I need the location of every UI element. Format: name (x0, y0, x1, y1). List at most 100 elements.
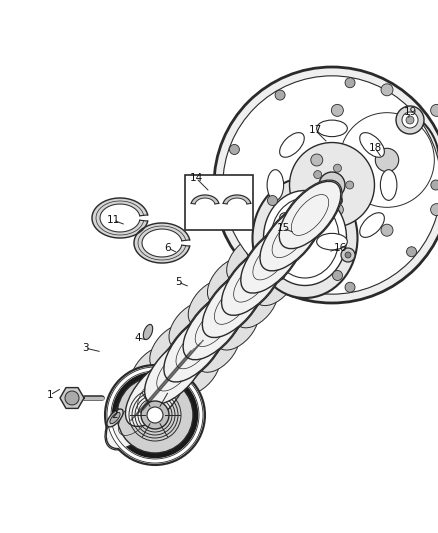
Ellipse shape (317, 120, 347, 136)
Ellipse shape (188, 280, 232, 327)
Ellipse shape (273, 237, 317, 284)
Text: 1: 1 (47, 390, 53, 400)
Circle shape (230, 215, 240, 225)
Circle shape (381, 84, 393, 96)
Circle shape (333, 164, 342, 172)
Circle shape (275, 270, 285, 280)
Ellipse shape (290, 142, 374, 228)
Ellipse shape (106, 381, 168, 449)
Ellipse shape (360, 133, 385, 157)
Circle shape (346, 181, 354, 189)
Ellipse shape (117, 377, 193, 453)
Ellipse shape (215, 303, 259, 350)
Ellipse shape (278, 180, 342, 250)
Ellipse shape (138, 392, 182, 439)
Ellipse shape (360, 213, 385, 237)
Ellipse shape (222, 248, 283, 316)
Circle shape (333, 198, 342, 206)
Ellipse shape (235, 281, 278, 328)
Text: 6: 6 (165, 243, 171, 253)
Ellipse shape (125, 359, 187, 426)
Circle shape (381, 224, 393, 236)
Ellipse shape (162, 313, 227, 383)
Ellipse shape (271, 198, 339, 278)
Ellipse shape (264, 190, 346, 286)
Ellipse shape (279, 213, 304, 237)
Ellipse shape (141, 401, 169, 429)
Ellipse shape (340, 112, 434, 207)
Ellipse shape (105, 380, 169, 450)
Ellipse shape (201, 269, 265, 339)
Ellipse shape (226, 236, 270, 282)
Ellipse shape (183, 293, 245, 360)
Ellipse shape (143, 336, 208, 406)
Ellipse shape (150, 325, 193, 371)
Circle shape (431, 180, 438, 190)
Ellipse shape (267, 169, 284, 200)
Ellipse shape (145, 337, 206, 404)
Circle shape (314, 171, 321, 179)
Ellipse shape (317, 233, 347, 250)
Circle shape (345, 282, 355, 292)
Ellipse shape (105, 365, 205, 465)
Ellipse shape (223, 76, 438, 294)
Circle shape (345, 78, 355, 88)
Ellipse shape (292, 215, 336, 261)
Ellipse shape (259, 202, 323, 272)
Circle shape (332, 204, 343, 216)
Ellipse shape (196, 326, 240, 372)
Circle shape (396, 106, 424, 134)
Polygon shape (60, 387, 84, 408)
Circle shape (406, 113, 417, 123)
Polygon shape (134, 223, 190, 263)
Ellipse shape (124, 358, 188, 428)
Ellipse shape (177, 348, 220, 394)
Circle shape (268, 270, 278, 280)
Ellipse shape (214, 67, 438, 303)
Bar (185, 175, 253, 230)
Circle shape (406, 247, 417, 257)
Ellipse shape (164, 314, 226, 382)
Ellipse shape (319, 172, 345, 198)
Circle shape (402, 112, 418, 128)
Circle shape (431, 104, 438, 116)
Ellipse shape (202, 270, 264, 337)
Ellipse shape (107, 409, 123, 427)
Ellipse shape (265, 191, 308, 238)
Ellipse shape (131, 346, 174, 393)
Circle shape (268, 196, 278, 206)
Text: 16: 16 (333, 243, 346, 253)
Text: 4: 4 (135, 333, 141, 343)
Text: 3: 3 (82, 343, 88, 353)
Ellipse shape (169, 302, 212, 349)
Text: 17: 17 (308, 125, 321, 135)
Polygon shape (92, 198, 148, 238)
Ellipse shape (111, 369, 155, 415)
Ellipse shape (380, 169, 397, 200)
Circle shape (332, 104, 343, 116)
Circle shape (332, 270, 343, 280)
Polygon shape (223, 195, 251, 204)
Ellipse shape (143, 325, 153, 340)
Text: 14: 14 (189, 173, 203, 183)
Ellipse shape (208, 258, 251, 304)
Ellipse shape (182, 291, 246, 361)
Polygon shape (191, 195, 219, 204)
Circle shape (345, 252, 351, 258)
Ellipse shape (260, 204, 321, 271)
Ellipse shape (335, 108, 438, 212)
Ellipse shape (110, 413, 120, 424)
Ellipse shape (279, 181, 341, 249)
Text: 5: 5 (175, 277, 181, 287)
Text: 18: 18 (368, 143, 381, 153)
Circle shape (275, 90, 285, 100)
Text: 15: 15 (276, 223, 290, 233)
Text: 19: 19 (403, 107, 417, 117)
Ellipse shape (279, 133, 304, 157)
Ellipse shape (240, 224, 304, 294)
Circle shape (341, 248, 355, 262)
Ellipse shape (147, 407, 163, 423)
Text: 11: 11 (106, 215, 120, 225)
Circle shape (314, 191, 321, 199)
Circle shape (65, 391, 79, 405)
